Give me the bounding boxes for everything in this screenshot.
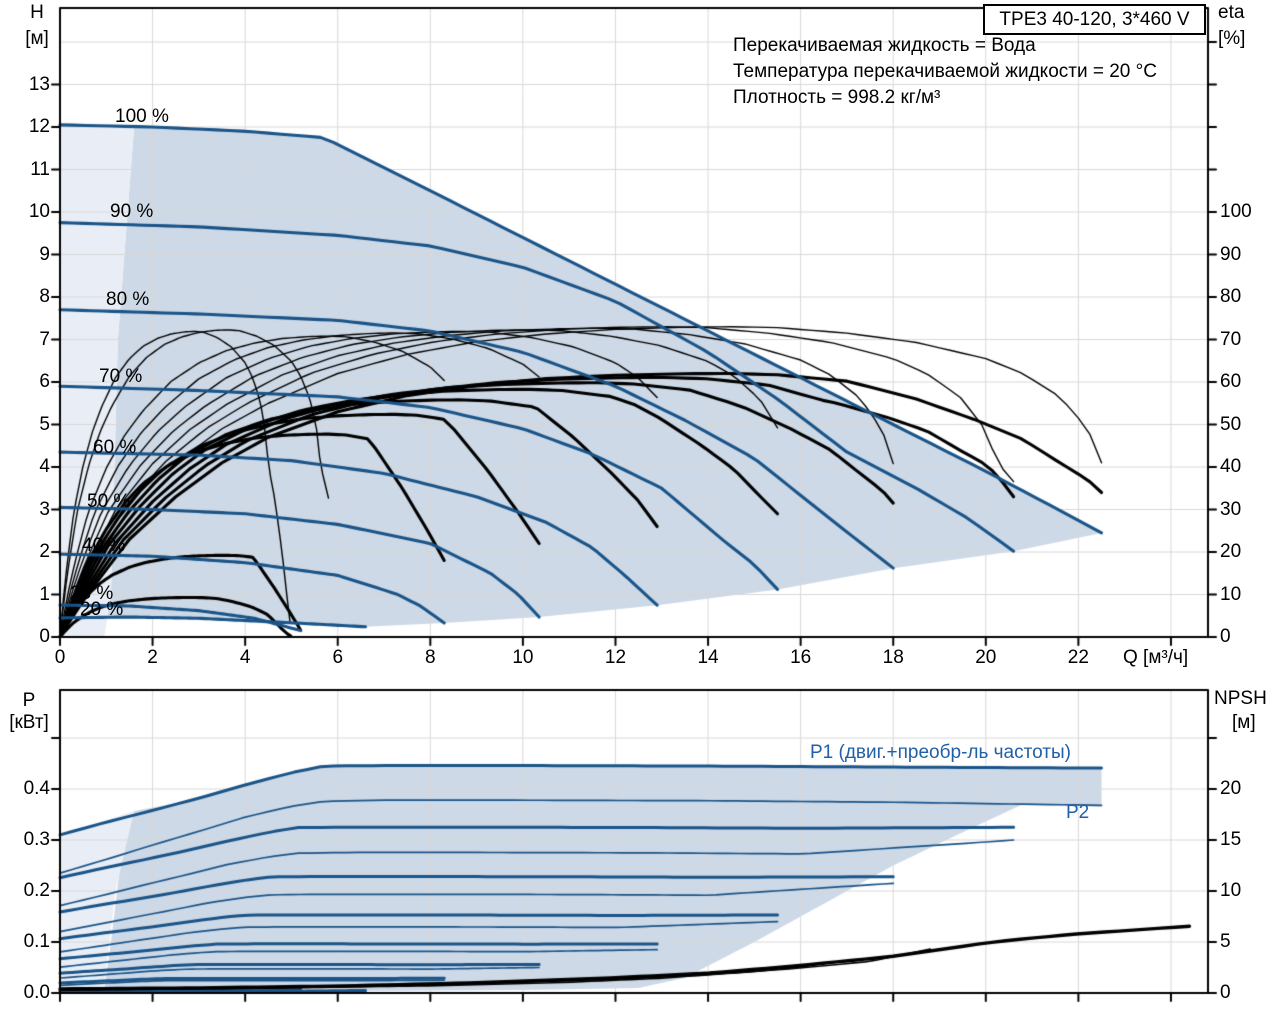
speed-label-40: 40 % [82, 535, 126, 556]
npsh-axis-title: NPSH [1214, 688, 1267, 709]
h-axis-title: H [30, 2, 44, 23]
speed-label-70: 70 % [99, 366, 143, 387]
h-axis-unit: [м] [25, 28, 49, 49]
npsh-tick-label: 0 [1220, 982, 1231, 1003]
npsh-axis-unit: [м] [1232, 712, 1256, 733]
p-axis-unit: [кВт] [9, 712, 49, 733]
q-tick-label: 10 [512, 647, 534, 668]
p-tick-label: 0.3 [23, 829, 50, 850]
h-tick-label: 13 [28, 73, 50, 95]
eta-tick-label: 100 [1220, 201, 1252, 222]
p-tick-label: 0.2 [23, 880, 50, 901]
h-tick-label: 0 [39, 626, 50, 647]
npsh-tick-label: 15 [1220, 829, 1242, 850]
h-tick-label: 1 [39, 583, 50, 605]
speed-label-25: 25 % [70, 583, 114, 604]
eta-tick-label: 50 [1220, 413, 1242, 435]
h-tick-label: 10 [28, 201, 50, 222]
q-tick-label: 16 [790, 647, 812, 668]
p2-curve-label: P2 [1066, 802, 1090, 823]
h-tick-label: 6 [39, 371, 50, 392]
p1-curve-label: P1 (двиг.+преобр-ль частоты) [810, 742, 1071, 763]
p-tick-label: 0.4 [23, 778, 50, 799]
h-tick-label: 8 [39, 286, 50, 307]
pump-model-title: TPE3 40-120, 3*460 V [983, 4, 1206, 35]
eta-tick-label: 60 [1220, 371, 1242, 392]
info-line-temperature: Температура перекачиваемой жидкости = 20… [733, 61, 1157, 82]
eta-tick-label: 70 [1220, 328, 1242, 350]
q-tick-label: 4 [239, 647, 251, 668]
eta-tick-label: 40 [1220, 456, 1242, 477]
q-tick-label: 20 [975, 647, 997, 668]
h-tick-label: 4 [39, 456, 50, 477]
q-tick-label: 2 [147, 647, 158, 668]
h-tick-label: 3 [39, 498, 50, 520]
eta-tick-label: 90 [1220, 243, 1242, 265]
eta-axis-unit: [%] [1218, 28, 1246, 49]
q-tick-label: 18 [882, 647, 904, 668]
speed-label-80: 80 % [106, 289, 150, 310]
speed-label-50: 50 % [87, 491, 131, 512]
eta-tick-label: 30 [1220, 498, 1242, 520]
p-tick-label: 0.0 [23, 982, 50, 1003]
q-tick-label: 14 [697, 647, 719, 668]
info-line-density: Плотность = 998.2 кг/м³ [733, 87, 941, 108]
q-tick-label: 22 [1067, 647, 1089, 668]
q-tick-label: 6 [332, 647, 344, 668]
speed-label-100: 100 % [115, 106, 169, 127]
speed-label-90: 90 % [110, 201, 154, 222]
npsh-tick-label: 5 [1220, 931, 1231, 952]
speed-label-20: 20 % [80, 599, 124, 620]
h-tick-label: 2 [39, 541, 50, 562]
eta-tick-label: 10 [1220, 583, 1242, 605]
info-line-fluid: Перекачиваемая жидкость = Вода [733, 35, 1036, 56]
h-tick-label: 12 [28, 116, 50, 137]
npsh-tick-label: 20 [1220, 778, 1242, 799]
q-tick-label: 12 [604, 647, 627, 668]
p-axis-title: P [22, 690, 36, 711]
eta-tick-label: 80 [1220, 286, 1242, 307]
h-tick-label: 11 [30, 158, 50, 180]
speed-label-60: 60 % [93, 437, 137, 458]
h-tick-label: 9 [39, 243, 50, 265]
q-axis-title: Q [м³/ч] [1123, 647, 1189, 668]
h-tick-label: 7 [39, 328, 50, 350]
q-tick-label: 0 [54, 647, 66, 668]
eta-tick-label: 20 [1220, 541, 1242, 562]
p-tick-label: 0.1 [23, 931, 50, 952]
eta-tick-label: 0 [1220, 626, 1231, 647]
npsh-tick-label: 10 [1220, 880, 1242, 901]
eta-axis-title: eta [1218, 2, 1245, 23]
q-tick-label: 8 [425, 647, 436, 668]
h-tick-label: 5 [39, 413, 50, 435]
